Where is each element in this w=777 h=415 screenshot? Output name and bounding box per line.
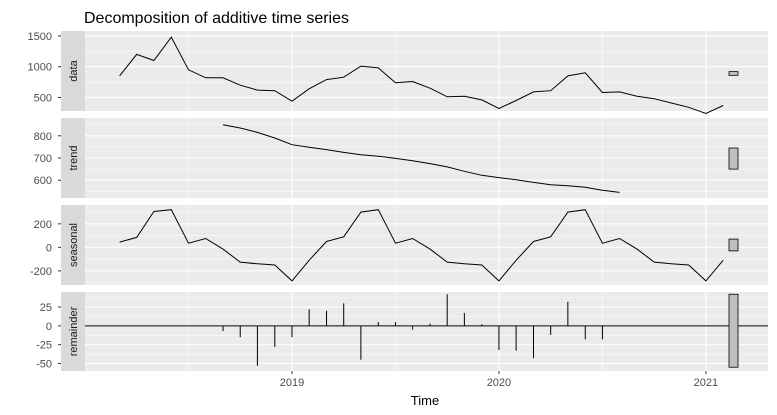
y-tick-label-data: 500 bbox=[34, 92, 52, 104]
series-line-data bbox=[119, 36, 724, 115]
range-bar-data bbox=[728, 71, 739, 76]
panel-data: data 500 1000 1500 bbox=[28, 31, 768, 115]
x-tick-label: 2021 bbox=[694, 377, 718, 389]
panel-trend: trend 600 700 800 bbox=[34, 118, 768, 198]
y-tick-label-remainder: -25 bbox=[36, 340, 52, 352]
panel-bg-data bbox=[85, 31, 768, 111]
panel-remainder: remainder -50 -25 0 25 bbox=[36, 292, 768, 371]
strip-seasonal bbox=[61, 205, 85, 285]
y-tick-label-trend: 700 bbox=[34, 153, 52, 165]
x-tick-label: 2019 bbox=[280, 377, 304, 389]
series-line-trend bbox=[222, 124, 620, 193]
strip-remainder bbox=[61, 292, 85, 371]
panel-seasonal: seasonal -200 0 200 bbox=[30, 205, 768, 285]
strip-label-data: data bbox=[68, 59, 80, 81]
x-axis: 2019 2020 2021 bbox=[280, 371, 718, 389]
panel-bg-seasonal bbox=[85, 205, 768, 285]
strip-label-trend: trend bbox=[68, 145, 80, 170]
y-tick-label-data: 1500 bbox=[28, 31, 52, 43]
y-tick-label-remainder: -50 bbox=[36, 358, 52, 370]
strip-trend bbox=[61, 118, 85, 198]
range-bar-remainder bbox=[728, 293, 739, 368]
panels: data 500 1000 1500 trend 600 700 800 seasonal -20… bbox=[28, 31, 768, 371]
strip-data bbox=[61, 31, 85, 111]
y-tick-label-trend: 600 bbox=[34, 175, 52, 187]
x-axis-title: Time bbox=[411, 393, 439, 408]
strip-label-seasonal: seasonal bbox=[68, 223, 80, 267]
y-tick-label-data: 1000 bbox=[28, 62, 52, 74]
y-tick-label-seasonal: 200 bbox=[34, 219, 52, 231]
y-tick-label-remainder: 0 bbox=[46, 321, 52, 333]
x-tick-label: 2020 bbox=[487, 377, 511, 389]
range-bar-seasonal bbox=[728, 238, 739, 252]
panel-bg-remainder bbox=[85, 292, 768, 371]
y-tick-label-seasonal: -200 bbox=[30, 266, 52, 278]
y-tick-label-remainder: 25 bbox=[40, 302, 52, 314]
y-tick-label-seasonal: 0 bbox=[46, 242, 52, 254]
series-line-seasonal bbox=[119, 209, 724, 282]
strip-label-remainder: remainder bbox=[68, 306, 80, 356]
range-bar-trend bbox=[728, 147, 739, 170]
y-tick-label-trend: 800 bbox=[34, 131, 52, 143]
chart-title: Decomposition of additive time series bbox=[84, 10, 349, 27]
